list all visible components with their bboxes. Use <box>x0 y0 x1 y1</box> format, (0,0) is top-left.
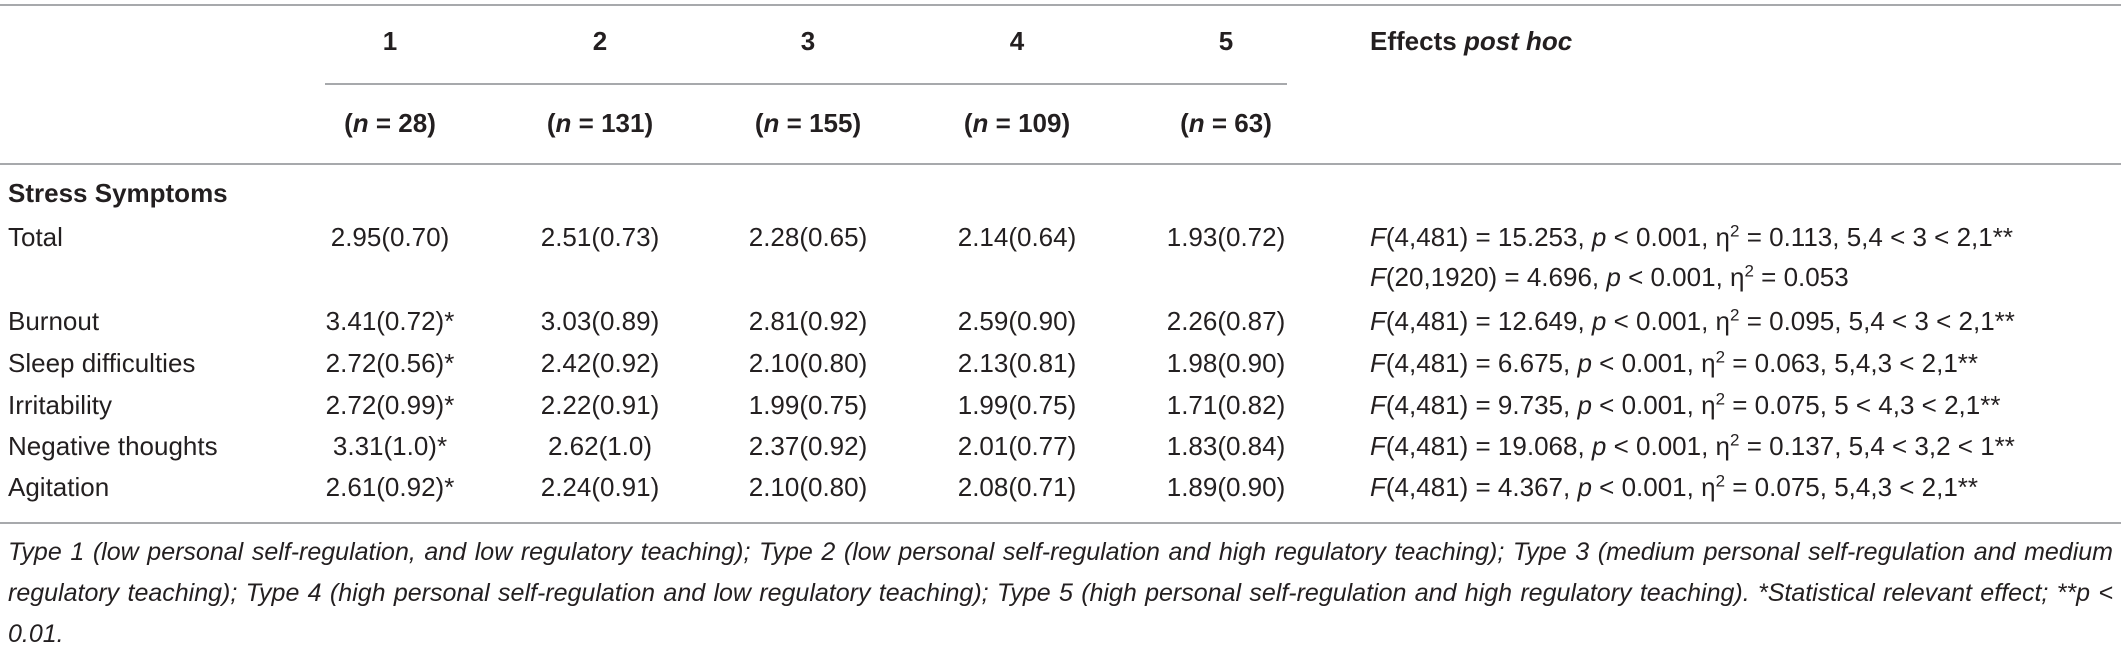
column-header-rule <box>325 83 1287 85</box>
type-2-mean-sd: 2.62(1.0) <box>547 431 653 461</box>
type-3-mean-sd: 2.81(0.92) <box>748 306 868 336</box>
table-row: Burnout 3.41(0.72)* 3.03(0.89) 2.81(0.92) 2.… <box>0 306 2121 348</box>
post-hoc-effect: F(4,481) = 4.367, p < 0.001, η2 = 0.075,… <box>1370 471 1979 502</box>
type-3-mean-sd: 2.10(0.80) <box>748 348 868 378</box>
column-header-5: 5 <box>1218 26 1234 56</box>
row-label: Burnout <box>8 306 100 336</box>
type-1-mean-sd: 2.72(0.99)* <box>325 390 455 420</box>
sample-size-3: (n = 155) <box>754 108 862 138</box>
row-label: Sleep difficulties <box>8 348 196 378</box>
column-header-1: 1 <box>382 26 398 56</box>
header-bottom-rule <box>0 163 2121 165</box>
table-row: Total 2.95(0.70) 2.51(0.73) 2.28(0.65) 2.14(… <box>0 221 2121 292</box>
type-4-mean-sd: 2.13(0.81) <box>957 348 1077 378</box>
effects-post-hoc-header: Effects post hoc <box>1370 26 1572 56</box>
type-5-mean-sd: 1.93(0.72) <box>1166 222 1286 252</box>
table-row: Sleep difficulties 2.72(0.56)* 2.42(0.92) 2… <box>0 348 2121 390</box>
row-label: Negative thoughts <box>8 431 218 461</box>
sample-size-value: 28 <box>398 108 428 138</box>
row-label: Agitation <box>8 472 110 502</box>
type-5-mean-sd: 1.89(0.90) <box>1166 472 1286 502</box>
column-header-3: 3 <box>800 26 816 56</box>
table-footnote: Type 1 (low personal self-regulation, an… <box>8 538 2113 648</box>
sample-size-value: 109 <box>1018 108 1062 138</box>
sample-size-value: 131 <box>601 108 645 138</box>
table-bottom-rule <box>0 522 2121 524</box>
post-hoc-effect: F(4,481) = 9.735, p < 0.001, η2 = 0.075,… <box>1370 389 2001 420</box>
sample-size-2: (n = 131) <box>546 108 654 138</box>
section-stress-symptoms: Stress Symptoms <box>8 178 228 208</box>
type-5-mean-sd: 1.98(0.90) <box>1166 348 1286 378</box>
sample-size-value: 155 <box>809 108 853 138</box>
type-3-mean-sd: 2.10(0.80) <box>748 472 868 502</box>
type-1-mean-sd: 2.61(0.92)* <box>325 472 455 502</box>
post-hoc-effect: F(4,481) = 19.068, p < 0.001, η2 = 0.137… <box>1370 430 2015 461</box>
type-3-mean-sd: 2.28(0.65) <box>748 222 868 252</box>
row-label: Total <box>8 222 63 252</box>
table-row: Negative thoughts 3.31(1.0)* 2.62(1.0) 2.37… <box>0 431 2121 473</box>
row-label: Irritability <box>8 390 113 420</box>
post-hoc-effect: F(4,481) = 6.675, p < 0.001, η2 = 0.063,… <box>1370 347 1979 378</box>
table-top-rule <box>0 4 2121 6</box>
type-3-mean-sd: 2.37(0.92) <box>748 431 868 461</box>
sample-size-4: (n = 109) <box>963 108 1071 138</box>
type-1-mean-sd: 3.41(0.72)* <box>325 306 455 336</box>
table-row: Agitation 2.61(0.92)* 2.24(0.91) 2.10(0.80)… <box>0 472 2121 514</box>
type-2-mean-sd: 2.42(0.92) <box>540 348 660 378</box>
type-2-mean-sd: 2.51(0.73) <box>540 222 660 252</box>
type-1-mean-sd: 2.72(0.56)* <box>325 348 455 378</box>
type-5-mean-sd: 1.71(0.82) <box>1166 390 1286 420</box>
sample-size-value: 63 <box>1234 108 1264 138</box>
post-hoc-effect: F(20,1920) = 4.696, p < 0.001, η2 = 0.05… <box>1370 261 1849 292</box>
type-4-mean-sd: 2.14(0.64) <box>957 222 1077 252</box>
type-2-mean-sd: 2.22(0.91) <box>540 390 660 420</box>
type-4-mean-sd: 1.99(0.75) <box>957 390 1077 420</box>
type-5-mean-sd: 2.26(0.87) <box>1166 306 1286 336</box>
column-header-2: 2 <box>592 26 608 56</box>
type-1-mean-sd: 2.95(0.70) <box>330 222 450 252</box>
sample-size-5: (n = 63) <box>1180 108 1272 138</box>
type-2-mean-sd: 2.24(0.91) <box>540 472 660 502</box>
type-5-mean-sd: 1.83(0.84) <box>1166 431 1286 461</box>
table-row: Irritability 2.72(0.99)* 2.22(0.91) 1.99(0.… <box>0 390 2121 432</box>
type-1-mean-sd: 3.31(1.0)* <box>332 431 448 461</box>
post-hoc-effect: F(4,481) = 12.649, p < 0.001, η2 = 0.095… <box>1370 305 2015 336</box>
type-4-mean-sd: 2.01(0.77) <box>957 431 1077 461</box>
post-hoc-effect: F(4,481) = 15.253, p < 0.001, η2 = 0.113… <box>1370 221 2013 252</box>
type-2-mean-sd: 3.03(0.89) <box>540 306 660 336</box>
type-4-mean-sd: 2.08(0.71) <box>957 472 1077 502</box>
column-header-4: 4 <box>1009 26 1025 56</box>
sample-size-1: (n = 28) <box>344 108 436 138</box>
type-4-mean-sd: 2.59(0.90) <box>957 306 1077 336</box>
effects-header-italic: post hoc <box>1463 26 1573 56</box>
effects-header-text: Effects <box>1370 26 1457 56</box>
type-3-mean-sd: 1.99(0.75) <box>748 390 868 420</box>
